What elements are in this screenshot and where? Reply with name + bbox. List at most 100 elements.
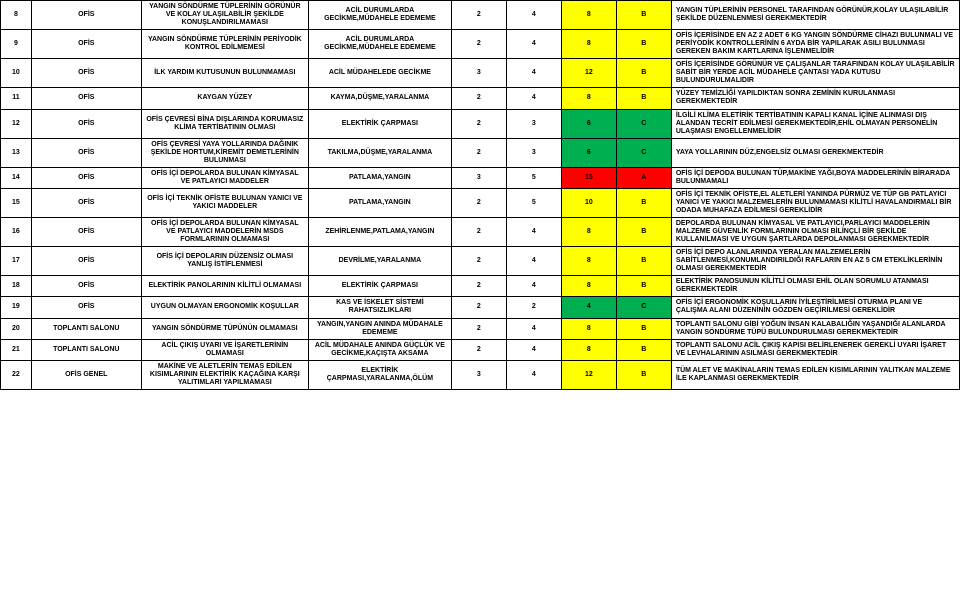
row-location: OFİS (31, 247, 141, 276)
row-likelihood: 4 (506, 360, 561, 389)
row-severity: 2 (451, 297, 506, 318)
row-risk: YANGIN,YANGIN ANINDA MÜDAHALE EDEMEME (308, 318, 451, 339)
row-id: 8 (1, 1, 32, 30)
row-severity: 2 (451, 339, 506, 360)
row-action: OFİS İÇİ DEPO ALANLARINDA YERALAN MALZEM… (671, 247, 959, 276)
row-score: 10 (561, 188, 616, 217)
row-risk: KAYMA,DÜŞME,YARALANMA (308, 88, 451, 109)
row-severity: 2 (451, 276, 506, 297)
row-severity: 2 (451, 318, 506, 339)
row-location: TOPLANTI SALONU (31, 318, 141, 339)
row-likelihood: 4 (506, 1, 561, 30)
row-id: 9 (1, 30, 32, 59)
row-severity: 3 (451, 360, 506, 389)
row-risk: ACİL DURUMLARDA GECİKME,MÜDAHELE EDEMEME (308, 1, 451, 30)
row-likelihood: 4 (506, 318, 561, 339)
row-likelihood: 5 (506, 188, 561, 217)
row-id: 12 (1, 109, 32, 138)
row-grade: B (616, 360, 671, 389)
row-grade: B (616, 276, 671, 297)
row-id: 15 (1, 188, 32, 217)
row-action: YANGIN TÜPLERİNİN PERSONEL TARAFINDAN GÖ… (671, 1, 959, 30)
row-grade: B (616, 218, 671, 247)
row-action: İLGİLİ KLİMA ELETİRİK TERTİBATININ KAPAL… (671, 109, 959, 138)
table-row: 14OFİSOFİS İÇİ DEPOLARDA BULUNAN KİMYASA… (1, 167, 960, 188)
row-grade: B (616, 88, 671, 109)
row-grade: C (616, 138, 671, 167)
row-hazard: İLK YARDIM KUTUSUNUN BULUNMAMASI (141, 59, 308, 88)
row-severity: 3 (451, 167, 506, 188)
table-row: 20TOPLANTI SALONUYANGIN SÖNDÜRME TÜPÜNÜN… (1, 318, 960, 339)
row-likelihood: 4 (506, 339, 561, 360)
row-id: 18 (1, 276, 32, 297)
row-id: 13 (1, 138, 32, 167)
row-action: YAYA YOLLARININ DÜZ,ENGELSİZ OLMASI GERE… (671, 138, 959, 167)
row-action: OFİS İÇİ TEKNİK OFİSTE,EL ALETLERİ YANIN… (671, 188, 959, 217)
row-likelihood: 4 (506, 247, 561, 276)
row-location: OFİS (31, 88, 141, 109)
table-row: 18OFİSELEKTİRİK PANOLARININ KİLİTLİ OLMA… (1, 276, 960, 297)
table-row: 10OFİSİLK YARDIM KUTUSUNUN BULUNMAMASIAC… (1, 59, 960, 88)
row-location: OFİS (31, 109, 141, 138)
row-risk: ACİL DURUMLARDA GECİKME,MÜDAHELE EDEMEME (308, 30, 451, 59)
row-hazard: YANGIN SÖNDÜRME TÜPÜNÜN OLMAMASI (141, 318, 308, 339)
row-hazard: YANGIN SÖNDÜRME TÜPLERİNİN PERİYODİK KON… (141, 30, 308, 59)
risk-table: 8OFİSYANGIN SÖNDÜRME TÜPLERİNİN GÖRÜNÜR … (0, 0, 960, 390)
table-row: 16OFİSOFİS İÇİ DEPOLARDA BULUNAN KİMYASA… (1, 218, 960, 247)
row-id: 10 (1, 59, 32, 88)
table-row: 21TOPLANTI SALONUACİL ÇIKIŞ UYARI VE İŞA… (1, 339, 960, 360)
row-score: 8 (561, 339, 616, 360)
row-score: 8 (561, 30, 616, 59)
table-row: 12OFİSOFİS ÇEVRESİ BİNA DIŞLARINDA KORUM… (1, 109, 960, 138)
row-grade: B (616, 339, 671, 360)
row-score: 8 (561, 88, 616, 109)
row-score: 8 (561, 247, 616, 276)
row-hazard: ACİL ÇIKIŞ UYARI VE İŞARETLERİNİN OLMAMA… (141, 339, 308, 360)
row-location: TOPLANTI SALONU (31, 339, 141, 360)
row-grade: C (616, 297, 671, 318)
row-severity: 2 (451, 138, 506, 167)
row-likelihood: 4 (506, 59, 561, 88)
row-likelihood: 4 (506, 88, 561, 109)
row-grade: B (616, 188, 671, 217)
row-severity: 2 (451, 247, 506, 276)
row-id: 16 (1, 218, 32, 247)
row-grade: B (616, 59, 671, 88)
row-location: OFİS (31, 167, 141, 188)
table-row: 22OFİS GENELMAKİNE VE ALETLERİN TEMAS ED… (1, 360, 960, 389)
row-location: OFİS (31, 218, 141, 247)
row-location: OFİS (31, 1, 141, 30)
row-severity: 2 (451, 30, 506, 59)
table-row: 8OFİSYANGIN SÖNDÜRME TÜPLERİNİN GÖRÜNÜR … (1, 1, 960, 30)
row-hazard: YANGIN SÖNDÜRME TÜPLERİNİN GÖRÜNÜR VE KO… (141, 1, 308, 30)
row-severity: 2 (451, 218, 506, 247)
row-location: OFİS (31, 138, 141, 167)
row-action: TOPLANTI SALONU GİBİ YOĞUN İNSAN KALABAL… (671, 318, 959, 339)
row-risk: ELEKTİRİK ÇARPMASI,YARALANMA,ÖLÜM (308, 360, 451, 389)
row-id: 21 (1, 339, 32, 360)
row-risk: DEVRİLME,YARALANMA (308, 247, 451, 276)
table-row: 15OFİSOFİS İÇİ TEKNİK OFİSTE BULUNAN YAN… (1, 188, 960, 217)
row-score: 8 (561, 276, 616, 297)
row-likelihood: 4 (506, 276, 561, 297)
row-score: 8 (561, 218, 616, 247)
row-hazard: UYGUN OLMAYAN ERGONOMİK KOŞULLAR (141, 297, 308, 318)
table-row: 19OFİSUYGUN OLMAYAN ERGONOMİK KOŞULLARKA… (1, 297, 960, 318)
table-row: 9OFİSYANGIN SÖNDÜRME TÜPLERİNİN PERİYODİ… (1, 30, 960, 59)
row-hazard: ELEKTİRİK PANOLARININ KİLİTLİ OLMAMASI (141, 276, 308, 297)
row-severity: 3 (451, 59, 506, 88)
row-hazard: OFİS İÇİ DEPOLARDA BULUNAN KİMYASAL VE P… (141, 167, 308, 188)
row-risk: ACİL MÜDAHALE ANINDA GÜÇLÜK VE GECİKME,K… (308, 339, 451, 360)
row-likelihood: 4 (506, 218, 561, 247)
row-grade: B (616, 247, 671, 276)
row-risk: KAS VE İSKELET SİSTEMİ RAHATSIZLIKLARI (308, 297, 451, 318)
table-row: 11OFİSKAYGAN YÜZEYKAYMA,DÜŞME,YARALANMA2… (1, 88, 960, 109)
row-severity: 2 (451, 188, 506, 217)
row-action: DEPOLARDA BULUNAN KİMYASAL VE PATLAYICI,… (671, 218, 959, 247)
row-grade: B (616, 30, 671, 59)
row-hazard: KAYGAN YÜZEY (141, 88, 308, 109)
row-risk: ACİL MÜDAHELEDE GECİKME (308, 59, 451, 88)
row-action: OFİS İÇERİSİNDE GÖRÜNÜR VE ÇALIŞANLAR TA… (671, 59, 959, 88)
row-action: OFİS İÇERİSİNDE EN AZ 2 ADET 6 KG YANGIN… (671, 30, 959, 59)
row-grade: B (616, 1, 671, 30)
